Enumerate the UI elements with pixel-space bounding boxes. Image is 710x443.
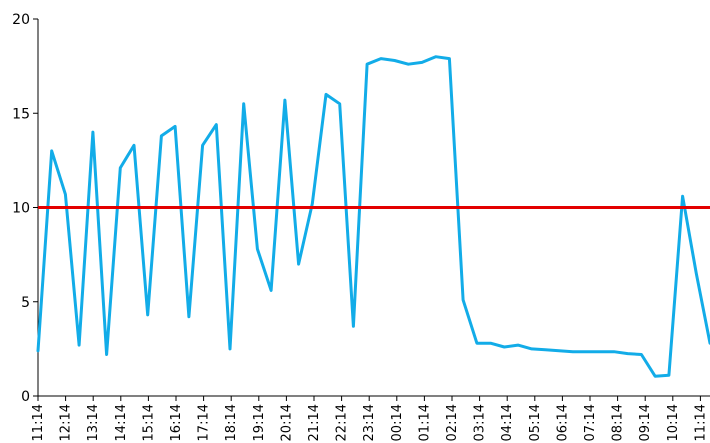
x-tick-label: 01:14 xyxy=(417,404,432,441)
x-tick-label: 22:14 xyxy=(335,404,350,441)
x-tick-label: 11:14 xyxy=(31,404,46,441)
x-tick-label: 17:14 xyxy=(197,404,212,441)
x-tick-label: 10:14 xyxy=(666,404,681,441)
x-tick-label: 15:14 xyxy=(141,404,156,441)
x-tick-label: 19:14 xyxy=(252,404,267,441)
series-group xyxy=(36,55,710,378)
x-tick-label: 16:14 xyxy=(169,404,184,441)
x-tick-label: 13:14 xyxy=(86,404,101,441)
y-tick-label: 5 xyxy=(21,295,30,311)
x-tick-label: 06:14 xyxy=(555,404,570,441)
x-tick-label: 12:14 xyxy=(59,404,74,441)
x-tick-label: 08:14 xyxy=(611,404,626,441)
x-tick-label: 03:14 xyxy=(473,404,488,441)
x-tick-label: 04:14 xyxy=(500,404,515,441)
y-tick-labels: 0 5 10 15 20 xyxy=(12,12,38,405)
x-tick-label: 00:14 xyxy=(390,404,405,441)
x-tick-labels: 11:14 12:14 13:14 14:14 15:14 16:14 17:14 18:14… xyxy=(31,396,708,441)
x-tick-label: 09:14 xyxy=(638,404,653,441)
x-tick-label: 23:14 xyxy=(362,404,377,441)
y-tick-label: 0 xyxy=(21,389,30,405)
x-tick-label: 11:14 xyxy=(693,404,708,441)
x-tick-label: 21:14 xyxy=(307,404,322,441)
y-tick-label: 10 xyxy=(12,201,30,217)
x-tick-label: 05:14 xyxy=(528,404,543,441)
series-line xyxy=(36,55,710,378)
y-tick-label: 15 xyxy=(12,106,30,122)
x-tick-label: 18:14 xyxy=(224,404,239,441)
x-tick-label: 20:14 xyxy=(279,404,294,441)
x-tick-label: 02:14 xyxy=(445,404,460,441)
y-tick-label: 20 xyxy=(12,12,30,28)
x-tick-label: 14:14 xyxy=(114,404,129,441)
x-tick-label: 07:14 xyxy=(583,404,598,441)
